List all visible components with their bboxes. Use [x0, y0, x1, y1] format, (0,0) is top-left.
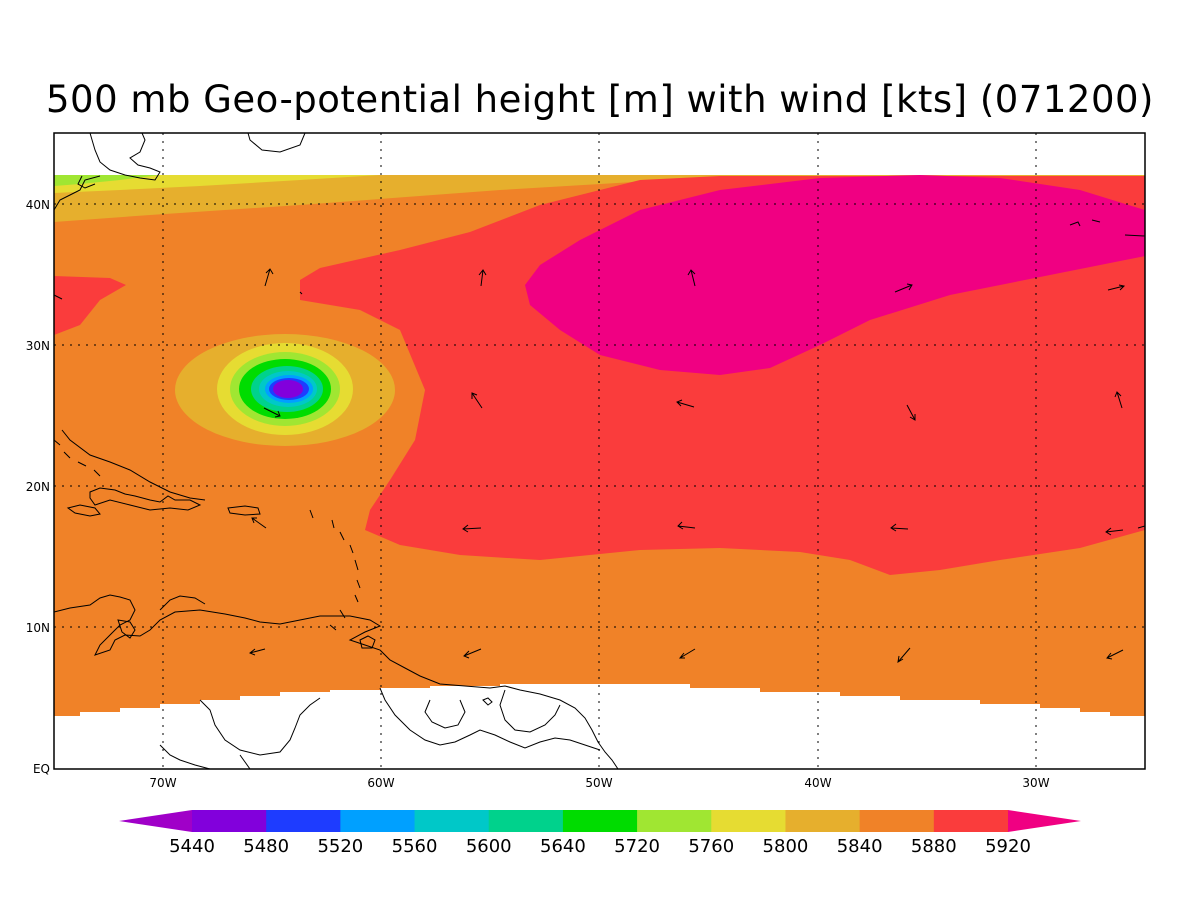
field-5920-west [54, 276, 126, 335]
lat-label-40n: 40N [26, 198, 50, 212]
lon-label-30w: 30W [1022, 776, 1049, 790]
graticule [54, 133, 1145, 769]
coast-suriname-border [424, 699, 466, 729]
wind-vector [676, 399, 695, 408]
field-5960-high [525, 175, 1145, 375]
coast-river [239, 754, 251, 769]
wind-vector [1106, 649, 1124, 660]
colorbar-segment [637, 810, 712, 832]
lon-labels: 70W 60W 50W 40W 30W [149, 776, 1049, 790]
wind-vector [687, 269, 696, 287]
wind-vector [53, 294, 63, 300]
coast-puerto-rico [227, 505, 261, 516]
wind-vector [678, 648, 696, 659]
lon-label-40w: 40W [804, 776, 831, 790]
wind-vector [897, 647, 911, 663]
colorbar-segment [414, 810, 490, 832]
coast-hispaniola [89, 487, 202, 511]
lat-label-10n: 10N [26, 621, 50, 635]
coast-cape-cod [77, 175, 96, 189]
plot-frame [53, 132, 1146, 770]
coast-bermuda [299, 291, 303, 295]
coast-amazon-south [159, 744, 211, 769]
wind-vector [677, 521, 696, 530]
coast-azores [1069, 219, 1145, 237]
lon-label-60w: 60W [367, 776, 394, 790]
lat-label-eq: EQ [33, 762, 50, 776]
height-field [54, 133, 1145, 769]
colorbar-label: 5480 [243, 836, 289, 857]
wind-vector [471, 392, 483, 409]
coastlines [54, 133, 1145, 769]
wind-vector [1105, 525, 1146, 536]
wind-vector [463, 648, 482, 659]
plot-title: 500 mb Geo-potential height [m] with win… [46, 78, 1154, 121]
field-5800-north [54, 175, 380, 193]
colorbar-label: 5640 [540, 836, 586, 857]
colorbar-label: 5760 [688, 836, 734, 857]
colorbar-label: 5800 [763, 836, 809, 857]
lat-label-20n: 20N [26, 480, 50, 494]
wind-vector [462, 524, 482, 533]
coast-island-1 [482, 697, 493, 706]
coast-amazon-west [199, 697, 321, 756]
colorbar-segment [933, 810, 1009, 832]
wind-vector [894, 283, 913, 293]
coast-french-guiana [499, 689, 561, 733]
coast-lesser-antilles [309, 509, 361, 631]
colorbar: 5440 5480 5520 5560 5600 5640 5720 5760 5800 5840… [119, 810, 1081, 857]
colorbar-segment [266, 810, 341, 832]
coast-maracaibo [117, 619, 136, 639]
wind-vector [890, 523, 909, 532]
lat-label-30n: 30N [26, 339, 50, 353]
wind-vector [1114, 391, 1123, 409]
wind-vector [264, 268, 274, 287]
coast-guyana-inland [379, 687, 601, 751]
colorbar-arrow-high [1008, 810, 1081, 832]
coast-trinidad [359, 635, 376, 649]
colorbar-label: 5880 [911, 836, 957, 857]
colorbar-label: 5600 [466, 836, 512, 857]
colorbar-arrow-low [119, 810, 192, 832]
no-data-top [54, 133, 1145, 175]
wind-vector [478, 269, 487, 287]
wind-vector [906, 404, 916, 421]
coast-north-america [54, 133, 161, 211]
colorbar-label: 5440 [169, 836, 215, 857]
coast-cuba [61, 429, 206, 501]
colorbar-segment [340, 810, 416, 832]
colorbar-segment [562, 810, 638, 832]
colorbar-label: 5520 [317, 836, 363, 857]
coast-jamaica [66, 504, 101, 517]
wind-vectors [53, 268, 1146, 663]
colorbar-segment [488, 810, 564, 832]
low-5480 [273, 380, 303, 398]
lon-label-50w: 50W [585, 776, 612, 790]
colorbar-segment [192, 810, 267, 832]
coast-venezuela-interior [159, 595, 206, 611]
colorbar-segment [711, 810, 786, 832]
field-5760-north [54, 175, 160, 186]
wind-vector [251, 517, 267, 529]
colorbar-label: 5920 [985, 836, 1031, 857]
coast-bahamas [54, 439, 101, 477]
lon-label-70w: 70W [149, 776, 176, 790]
colorbar-segment [859, 810, 935, 832]
wind-vector [1107, 284, 1126, 291]
lat-labels: 40N 30N 20N 10N EQ [26, 198, 50, 776]
colorbar-label: 5720 [614, 836, 660, 857]
colorbar-label: 5840 [837, 836, 883, 857]
coast-nova-scotia [247, 133, 306, 153]
colorbar-segment [785, 810, 861, 832]
wind-vector [263, 407, 281, 418]
wind-vector [249, 648, 266, 656]
field-5840-north [54, 175, 1145, 222]
colorbar-label: 5560 [392, 836, 438, 857]
